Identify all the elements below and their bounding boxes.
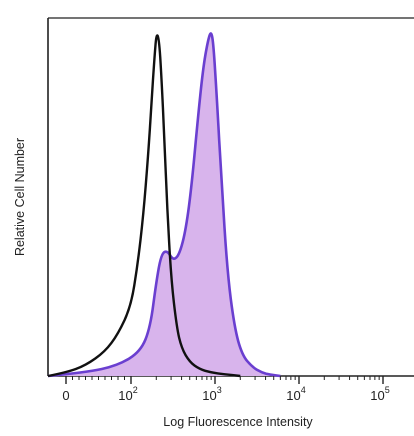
x-tick-label: 102 [118, 385, 137, 403]
x-tick-label: 0 [62, 388, 69, 403]
y-axis-title: Relative Cell Number [13, 138, 27, 256]
x-tick-exponent: 2 [133, 385, 138, 395]
x-tick-label: 104 [286, 385, 305, 403]
series-0-line [47, 34, 241, 378]
x-axis-ticks: 0 102 103 104 105 [62, 376, 390, 403]
series-layer [47, 32, 281, 378]
x-axis-title: Log Fluorescence Intensity [163, 415, 313, 429]
x-tick-exponent: 4 [301, 385, 306, 395]
x-tick-exponent: 3 [217, 385, 222, 395]
x-tick-label: 103 [202, 385, 221, 403]
x-tick-exponent: 5 [385, 385, 390, 395]
series-1-line [47, 32, 281, 378]
x-tick-label: 105 [370, 385, 389, 403]
series-1-fill [48, 33, 281, 376]
